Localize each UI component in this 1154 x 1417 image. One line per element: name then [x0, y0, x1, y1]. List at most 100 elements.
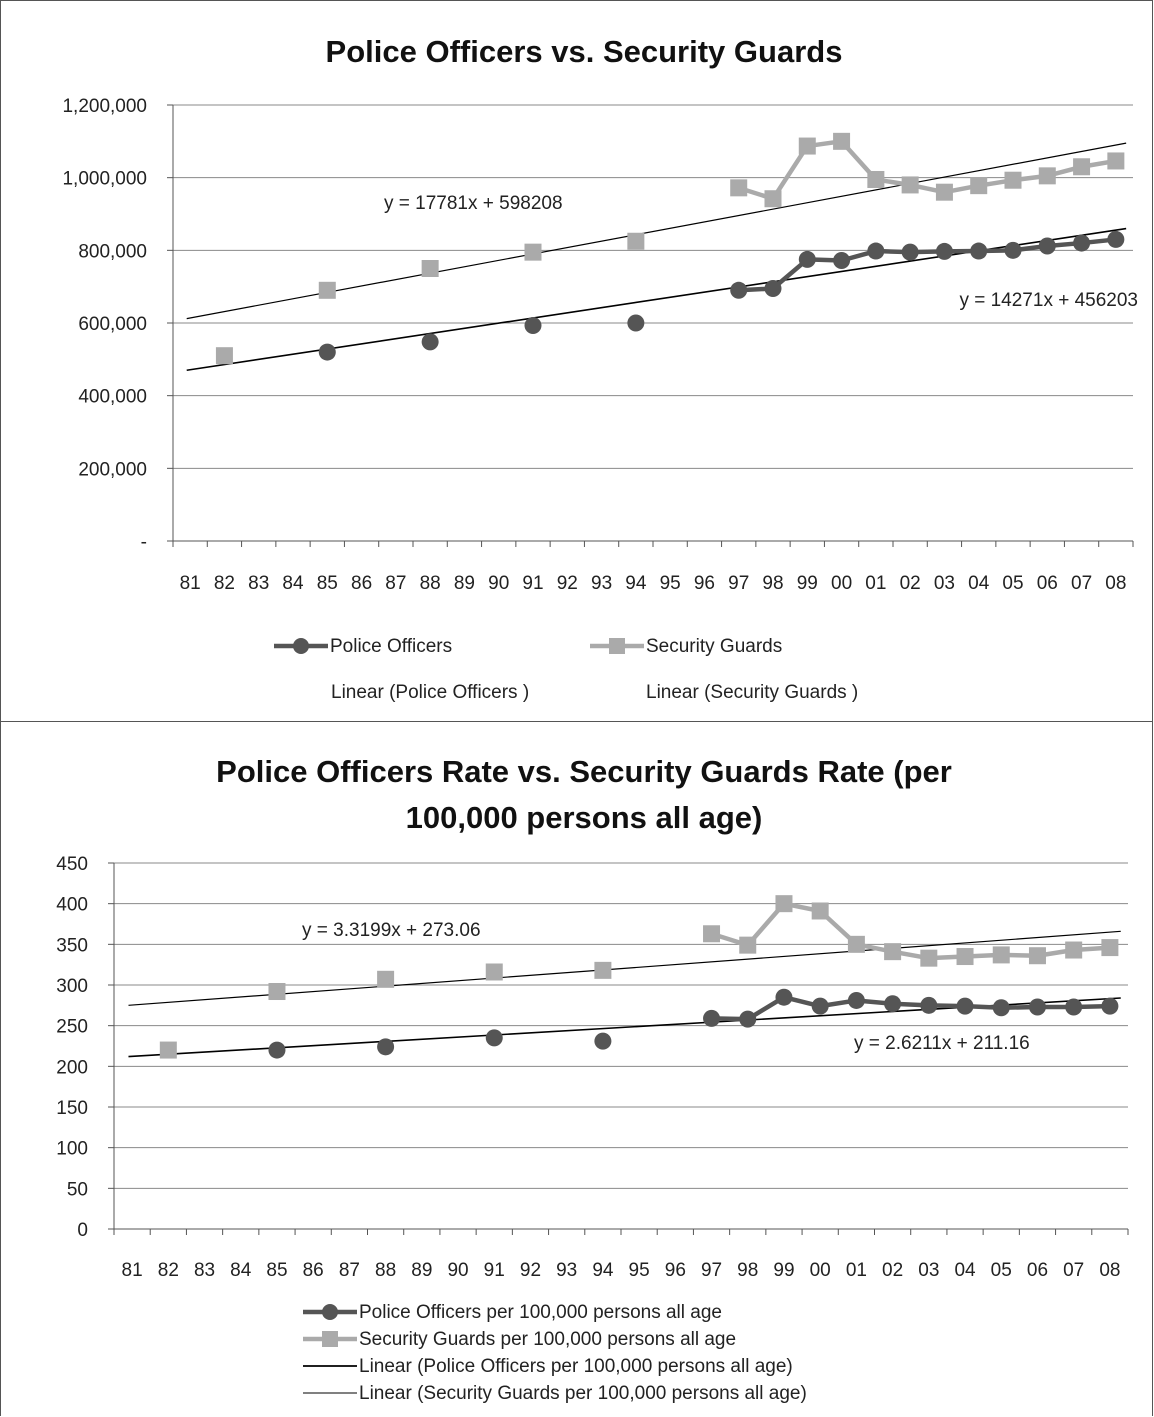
x-tick-label: 03	[918, 1260, 939, 1281]
x-tick-label: 90	[488, 573, 509, 594]
data-point	[421, 333, 439, 351]
data-point	[1101, 997, 1119, 1015]
trendline-equation: y = 2.6211x + 211.16	[854, 1033, 1030, 1054]
data-point	[935, 183, 953, 201]
x-tick-label: 96	[694, 573, 715, 594]
data-point	[485, 1029, 503, 1047]
data-point	[524, 243, 542, 261]
chart-panel-officers-vs-guards: Police Officers vs. Security Guards - 200,…	[0, 0, 1153, 722]
x-tick-label: 00	[810, 1260, 831, 1281]
data-point	[1065, 998, 1083, 1016]
x-tick-label: 06	[1037, 573, 1058, 594]
x-tick-label: 04	[968, 573, 990, 594]
x-tick-label: 02	[882, 1260, 903, 1281]
trendline-equation: y = 17781x + 598208	[384, 193, 563, 214]
x-tick-label: 01	[846, 1260, 867, 1281]
legend-label: Police Officers	[330, 636, 452, 657]
data-point	[992, 999, 1010, 1017]
data-point	[811, 902, 829, 920]
legend-item: Security Guards	[590, 636, 782, 657]
y-tick-label: 400,000	[78, 387, 147, 408]
y-tick-label: 1,200,000	[62, 96, 147, 117]
x-tick-label: 91	[522, 573, 543, 594]
x-tick-label: 06	[1027, 1260, 1048, 1281]
data-point	[485, 963, 503, 981]
data-point	[377, 1038, 395, 1056]
data-point	[920, 996, 938, 1014]
y-tick-label: 300	[56, 976, 88, 997]
data-point	[1073, 234, 1091, 252]
data-point	[268, 1041, 286, 1059]
chart-title: Police Officers vs. Security Guards	[326, 34, 843, 69]
data-point	[1107, 230, 1125, 248]
data-point	[159, 1041, 177, 1059]
x-tick-label: 86	[303, 1260, 324, 1281]
y-tick-label: 1,000,000	[62, 169, 147, 190]
legend-item: Linear (Police Officers per 100,000 pers…	[303, 1356, 793, 1377]
trendline-equation: y = 3.3199x + 273.06	[302, 920, 481, 941]
data-point	[268, 983, 286, 1001]
x-tick-label: 87	[339, 1260, 360, 1281]
data-point	[703, 1009, 721, 1027]
x-tick-label: 98	[737, 1260, 758, 1281]
y-tick-label: 450	[56, 854, 88, 875]
x-tick-label: 84	[282, 573, 304, 594]
data-point	[703, 925, 721, 943]
data-point	[730, 179, 748, 197]
x-tick-label: 05	[991, 1260, 1012, 1281]
data-point	[318, 281, 336, 299]
data-point	[1004, 241, 1022, 259]
x-tick-label: 85	[266, 1260, 287, 1281]
data-point	[318, 343, 336, 361]
data-point	[627, 232, 645, 250]
x-tick-label: 00	[831, 573, 852, 594]
data-point	[920, 949, 938, 967]
data-point	[594, 1032, 612, 1050]
data-point	[867, 242, 885, 260]
x-tick-label: 08	[1105, 573, 1126, 594]
data-point	[764, 279, 782, 297]
data-point	[970, 242, 988, 260]
legend-swatch-marker	[609, 638, 625, 654]
data-point	[847, 935, 865, 953]
y-tick-label: 200	[56, 1057, 88, 1078]
data-point	[421, 260, 439, 277]
data-point	[377, 970, 395, 988]
x-tick-label: 94	[592, 1260, 614, 1281]
x-tick-label: 82	[158, 1260, 179, 1281]
y-tick-label: 250	[56, 1017, 88, 1038]
data-point	[1073, 158, 1091, 176]
x-tick-label: 03	[934, 573, 955, 594]
series-line	[738, 237, 1117, 293]
data-point	[594, 961, 612, 979]
x-tick-label: 97	[701, 1260, 722, 1281]
chart-panel-rates: Police Officers Rate vs. Security Guards…	[0, 721, 1153, 1416]
x-tick-label: 81	[122, 1260, 143, 1281]
y-tick-label: 400	[56, 895, 88, 916]
x-tick-label: 92	[520, 1260, 541, 1281]
legend-swatch-marker	[293, 638, 309, 654]
data-point	[833, 252, 851, 270]
y-tick-label: 100	[56, 1139, 88, 1160]
x-tick-label: 95	[660, 573, 681, 594]
x-tick-label: 88	[375, 1260, 396, 1281]
legend-label: Linear (Police Officers )	[331, 682, 529, 703]
x-tick-label: 87	[385, 573, 406, 594]
data-point	[764, 190, 782, 208]
legend-label: Security Guards per 100,000 persons all …	[359, 1329, 736, 1350]
y-tick-label: 600,000	[78, 314, 147, 335]
y-tick-label: 350	[56, 935, 88, 956]
data-point	[1038, 237, 1056, 255]
y-tick-label: 200,000	[78, 459, 147, 480]
series-line	[738, 139, 1117, 201]
x-tick-label: 81	[180, 573, 201, 594]
data-point	[775, 988, 793, 1006]
data-point	[775, 895, 793, 913]
trendline-equation: y = 14271x + 456203	[959, 290, 1138, 311]
x-tick-label: 84	[230, 1260, 252, 1281]
legend-label: Police Officers per 100,000 persons all …	[359, 1302, 722, 1323]
x-tick-label: 88	[420, 573, 441, 594]
y-tick-label: 50	[67, 1179, 88, 1200]
legend-swatch-marker	[322, 1331, 338, 1347]
data-point	[970, 177, 988, 195]
